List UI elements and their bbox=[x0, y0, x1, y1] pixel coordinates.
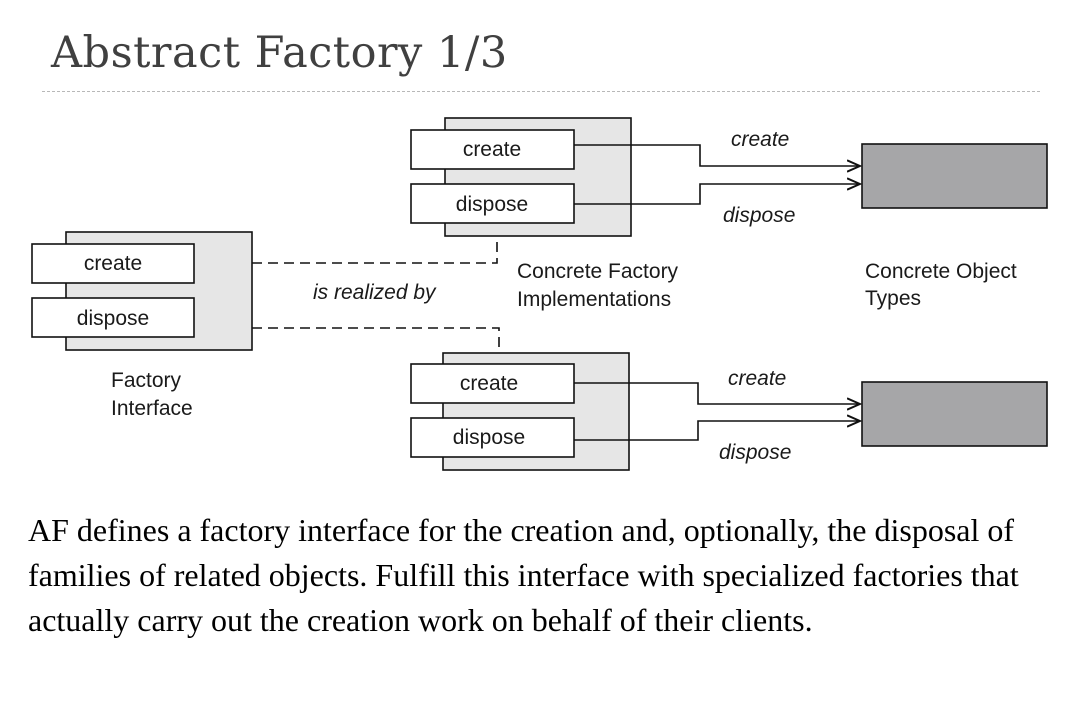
bottom-dispose-arrow-label: dispose bbox=[719, 441, 791, 464]
concrete-factory-top-create-label: create bbox=[463, 138, 521, 161]
concrete-factory-top-create-box bbox=[410, 129, 575, 170]
bottom-dispose-arrow bbox=[574, 421, 860, 441]
concrete-factory-bottom-create-box bbox=[410, 363, 575, 404]
concrete-factory-caption-line1: Concrete Factory bbox=[517, 260, 679, 283]
bottom-arrows bbox=[574, 382, 860, 441]
concrete-factory-top: create dispose bbox=[410, 117, 632, 237]
top-create-arrow bbox=[574, 144, 860, 166]
top-create-arrow-label: create bbox=[731, 128, 789, 151]
top-dispose-arrow bbox=[574, 184, 860, 205]
realized-by-label: is realized by bbox=[313, 281, 437, 304]
bottom-create-arrow bbox=[574, 382, 860, 404]
concrete-factory-top-dispose-label: dispose bbox=[456, 193, 528, 216]
concrete-object-caption-line2: Types bbox=[865, 287, 921, 310]
top-arrows bbox=[574, 144, 860, 205]
slide-body-text: AF defines a factory interface for the c… bbox=[28, 512, 1019, 638]
realization-line-top bbox=[252, 236, 498, 264]
title-divider bbox=[42, 91, 1040, 92]
concrete-factory-bottom-create-label: create bbox=[460, 372, 518, 395]
concrete-factory-bottom: create dispose bbox=[410, 352, 630, 471]
bottom-create-arrow-label: create bbox=[728, 367, 786, 390]
realization-connectors bbox=[252, 236, 500, 352]
concrete-factory-bottom-dispose-box bbox=[410, 417, 575, 458]
factory-interface: create dispose Factory Interface bbox=[31, 231, 253, 420]
concrete-object-caption-line1: Concrete Object bbox=[865, 260, 1017, 283]
concrete-factory-bottom-dispose-label: dispose bbox=[453, 426, 525, 449]
factory-interface-caption-line1: Factory bbox=[111, 369, 182, 392]
factory-interface-dispose-box bbox=[31, 297, 195, 338]
abstract-factory-diagram: create dispose Factory Interface is real… bbox=[31, 117, 1048, 471]
factory-interface-create-box bbox=[31, 243, 195, 284]
concrete-object-bottom bbox=[861, 381, 1048, 447]
concrete-factory-caption-line2: Implementations bbox=[517, 288, 671, 311]
slide-title: Abstract Factory 1/3 bbox=[51, 28, 508, 78]
factory-interface-caption-line2: Interface bbox=[111, 397, 193, 420]
top-dispose-arrow-label: dispose bbox=[723, 204, 795, 227]
concrete-object-top bbox=[861, 143, 1048, 209]
realization-line-bottom bbox=[252, 327, 500, 352]
factory-interface-dispose-label: dispose bbox=[77, 307, 149, 330]
factory-interface-create-label: create bbox=[84, 252, 142, 275]
